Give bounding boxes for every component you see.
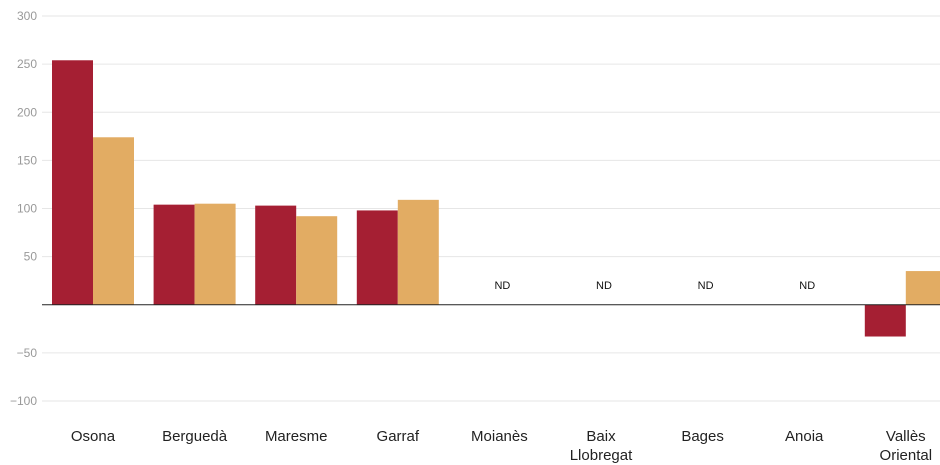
bar: [905, 271, 940, 305]
nd-label: ND: [799, 280, 815, 292]
bar: [296, 216, 338, 305]
y-tick-label: −100: [10, 394, 37, 408]
missing-data-labels: ND ND ND ND: [494, 280, 815, 292]
bar: [356, 210, 398, 305]
category-label: Maresme: [265, 428, 328, 445]
category-label-line: Moianès: [471, 428, 528, 445]
category-label-line: Berguedà: [162, 428, 228, 445]
nd-label: ND: [698, 280, 714, 292]
y-tick-label: 50: [24, 250, 38, 264]
bar: [93, 137, 134, 305]
category-label: Bages: [681, 428, 724, 445]
bar: [864, 304, 906, 337]
category-label: Osona: [71, 428, 116, 445]
category-label-line: Baix: [586, 428, 616, 445]
category-label: Berguedà: [162, 428, 228, 445]
category-label: Anoia: [785, 428, 824, 445]
category-label: Baix Llobregat: [570, 428, 633, 464]
category-label-line: Anoia: [785, 428, 824, 445]
y-tick-label: 300: [17, 9, 37, 23]
y-tick-label: 150: [17, 153, 37, 167]
y-axis-ticks: 300 250 200 150 100 50 −50 −100: [10, 9, 37, 408]
bar: [194, 203, 236, 305]
nd-label: ND: [596, 280, 612, 292]
y-tick-label: 100: [17, 202, 37, 216]
bar: [153, 204, 195, 305]
category-label-line: Garraf: [377, 428, 420, 445]
category-label-line: Oriental: [880, 447, 933, 464]
nd-label: ND: [494, 280, 510, 292]
x-axis-categories: Osona Berguedà Maresme Garraf Moianès Baix Llo…: [71, 428, 932, 464]
category-label: Vallès Oriental: [880, 428, 933, 464]
y-tick-label: 200: [17, 105, 37, 119]
bars: [52, 60, 940, 337]
category-label-line: Osona: [71, 428, 116, 445]
bar: [52, 60, 93, 305]
category-label: Garraf: [377, 428, 420, 445]
bar: [397, 199, 439, 305]
category-label-line: Bages: [681, 428, 724, 445]
category-label: Moianès: [471, 428, 528, 445]
category-label-line: Vallès: [886, 428, 926, 445]
category-label-line: Llobregat: [570, 447, 633, 464]
y-tick-label: −50: [17, 346, 38, 360]
y-tick-label: 250: [17, 57, 37, 71]
bar: [255, 205, 297, 305]
category-label-line: Maresme: [265, 428, 328, 445]
